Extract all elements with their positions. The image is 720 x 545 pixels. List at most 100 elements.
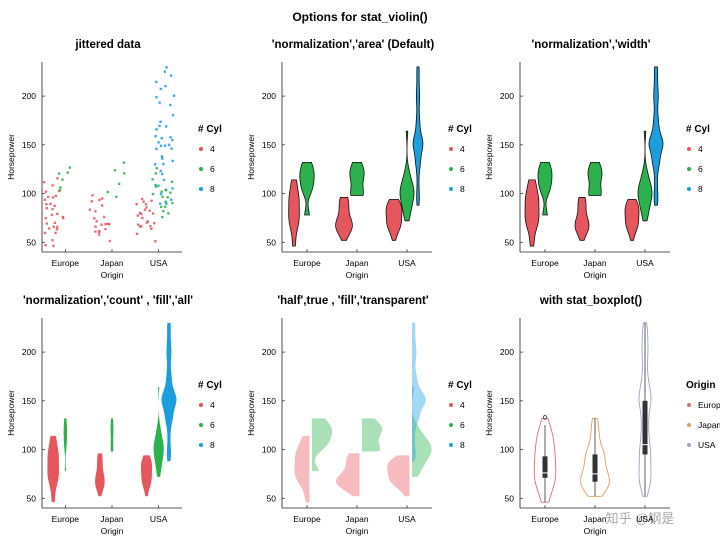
- scatter-point: [122, 161, 126, 164]
- subplot-title: 'normalization','area' (Default): [272, 39, 435, 51]
- scatter-point: [145, 221, 149, 224]
- legend-marker: [199, 147, 203, 151]
- scatter-point: [66, 171, 69, 174]
- scatter-point: [161, 157, 164, 160]
- x-axis-label: Origin: [101, 270, 124, 280]
- legend-title: # Cyl: [448, 124, 472, 135]
- scatter-point: [160, 190, 163, 193]
- scatter-point: [46, 195, 50, 199]
- violin: [110, 418, 114, 452]
- legend-entry: 4: [460, 144, 465, 154]
- x-axis-label: Origin: [584, 270, 607, 280]
- x-tick-label: Japan: [100, 258, 123, 268]
- scatter-point: [135, 232, 139, 236]
- y-tick-label: 100: [500, 445, 514, 455]
- subplot-1: jittered data 50 100 150 200 Europe Japan USA Or…: [6, 39, 222, 280]
- y-axis-label: Horsepower: [246, 134, 256, 180]
- violin: [63, 418, 68, 471]
- scatter-point: [104, 227, 107, 231]
- scatter-point: [171, 201, 174, 205]
- scatter-point: [159, 205, 163, 209]
- violin: [412, 66, 424, 206]
- y-tick-label: 200: [22, 91, 36, 101]
- subplot-2: 'normalization','area' (Default) 50 100 150…: [246, 39, 472, 280]
- legend-marker: [449, 423, 453, 427]
- scatter-point: [154, 240, 157, 243]
- legend-marker: [449, 187, 453, 191]
- scatter-point: [45, 222, 49, 225]
- scatter-point: [54, 194, 58, 198]
- scatter-point: [42, 180, 46, 184]
- scatter-point: [51, 239, 54, 242]
- violin: [524, 179, 540, 247]
- x-tick-label: USA: [150, 514, 168, 524]
- y-axis-label: Horsepower: [484, 134, 494, 180]
- violin: [299, 161, 315, 216]
- scatter-point: [154, 185, 158, 188]
- scatter-point: [55, 228, 59, 231]
- scatter-point: [53, 221, 57, 225]
- violin: [385, 198, 403, 241]
- y-tick-label: 50: [505, 493, 515, 503]
- x-tick-label: USA: [398, 258, 416, 268]
- legend-entry: 6: [210, 420, 215, 430]
- x-axis-label: Origin: [346, 526, 369, 536]
- scatter-point: [160, 155, 164, 158]
- y-tick-label: 150: [500, 396, 514, 406]
- scatter-point: [150, 199, 153, 202]
- scatter-point: [51, 184, 54, 187]
- scatter-point: [115, 195, 118, 198]
- boxplot-box: [542, 456, 548, 478]
- scatter-point: [153, 221, 156, 225]
- scatter-point: [91, 194, 94, 197]
- y-tick-label: 50: [505, 237, 515, 247]
- scatter-point: [45, 207, 48, 210]
- scatter-point: [159, 144, 163, 148]
- legend-marker: [199, 403, 203, 407]
- scatter-point: [159, 192, 163, 196]
- legend-entry: 8: [210, 440, 215, 450]
- violin-half: [312, 418, 333, 471]
- subplot-3: 'normalization','width' 50 100 150 200 Europe…: [484, 39, 710, 280]
- scatter-point: [171, 138, 174, 142]
- scatter-point: [97, 233, 101, 236]
- scatter-point: [161, 172, 164, 176]
- y-tick-label: 200: [500, 347, 514, 357]
- legend-entry: Europe: [698, 400, 720, 410]
- y-tick-label: 100: [262, 445, 276, 455]
- legend-marker: [687, 403, 691, 407]
- scatter-point: [141, 216, 144, 220]
- legend-marker: [449, 403, 453, 407]
- legend-entry: 8: [210, 184, 215, 194]
- violin: [574, 197, 590, 241]
- violin-half: [362, 418, 383, 452]
- scatter-point: [100, 223, 103, 226]
- boxplot-box: [642, 400, 648, 455]
- scatter-point: [94, 225, 97, 228]
- y-tick-label: 150: [22, 140, 36, 150]
- scatter-point: [123, 172, 126, 175]
- scatter-point: [104, 222, 107, 226]
- y-tick-label: 150: [262, 396, 276, 406]
- y-tick-label: 50: [27, 493, 37, 503]
- scatter-point: [140, 197, 144, 201]
- scatter-point: [43, 198, 47, 201]
- y-tick-label: 100: [500, 189, 514, 199]
- scatter-point: [149, 225, 152, 228]
- scatter-point: [169, 74, 173, 77]
- legend-marker: [687, 167, 691, 171]
- y-tick-label: 150: [262, 140, 276, 150]
- scatter-point: [93, 217, 96, 220]
- subplot-title: 'normalization','width': [532, 39, 651, 51]
- legend-marker: [449, 443, 453, 447]
- legend-marker: [687, 187, 691, 191]
- scatter-point: [49, 202, 52, 206]
- violin: [335, 197, 353, 241]
- y-tick-label: 100: [22, 445, 36, 455]
- violin-half: [294, 435, 310, 503]
- scatter-point: [61, 178, 64, 181]
- legend-marker: [687, 423, 691, 427]
- scatter-point: [170, 147, 173, 150]
- scatter-point: [160, 137, 163, 140]
- legend-entry: USA: [698, 440, 716, 450]
